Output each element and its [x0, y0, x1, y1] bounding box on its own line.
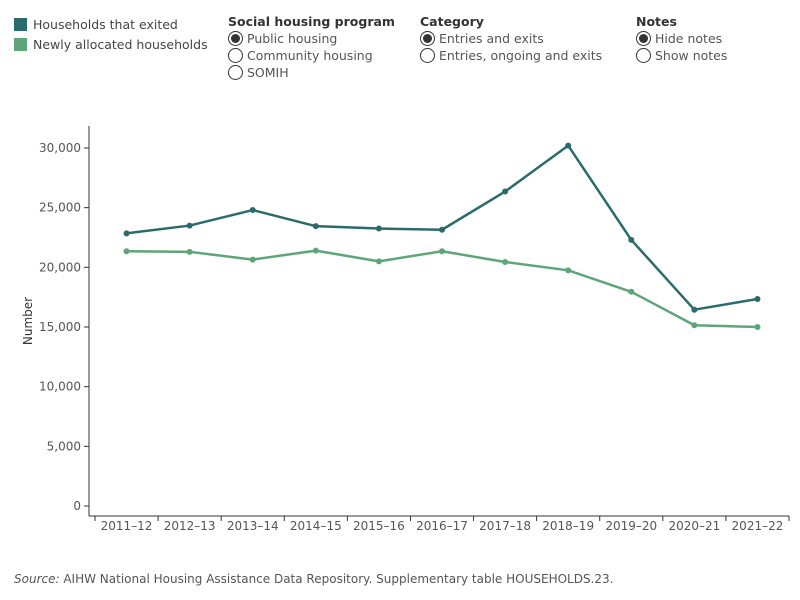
radio-icon[interactable]	[228, 65, 243, 80]
data-point-new	[565, 267, 572, 274]
legend-item-new[interactable]: Newly allocated households	[14, 34, 208, 54]
program-option-public[interactable]: Public housing	[228, 30, 395, 47]
category-filter-title: Category	[420, 14, 484, 29]
x-tick-label: 2011–12	[101, 519, 153, 533]
x-tick-label: 2017–18	[479, 519, 531, 533]
chart-legend: Households that exited Newly allocated h…	[14, 14, 208, 54]
radio-selected-icon[interactable]	[420, 31, 435, 46]
x-tick-label: 2018–19	[542, 519, 594, 533]
data-point-exited	[186, 222, 193, 229]
data-point-exited	[123, 230, 130, 237]
y-tick-label: 25,000	[39, 201, 81, 215]
x-tick-label: 2014–15	[290, 519, 342, 533]
program-filter: Social housing program Public housing Co…	[228, 14, 395, 81]
data-point-exited	[312, 223, 319, 230]
legend-label-new: Newly allocated households	[33, 36, 208, 52]
data-point-new	[186, 248, 193, 255]
source-prefix: Source:	[14, 572, 60, 586]
radio-icon[interactable]	[636, 48, 651, 63]
data-point-new	[691, 322, 698, 329]
data-point-new	[502, 258, 509, 265]
notes-filter-title: Notes	[636, 14, 677, 29]
x-tick-label: 2013–14	[227, 519, 279, 533]
x-tick-label: 2021–22	[732, 519, 784, 533]
y-tick-label: 10,000	[39, 380, 81, 394]
y-tick-label: 0	[73, 499, 81, 513]
notes-option-show[interactable]: Show notes	[636, 47, 727, 64]
program-option-label: SOMIH	[247, 65, 289, 80]
data-point-exited	[249, 207, 256, 214]
data-point-new	[312, 247, 319, 254]
x-tick-label: 2020–21	[668, 519, 720, 533]
radio-icon[interactable]	[420, 48, 435, 63]
data-point-new	[123, 248, 130, 255]
x-tick-label: 2019–20	[605, 519, 657, 533]
category-option-entries-exits[interactable]: Entries and exits	[420, 30, 602, 47]
radio-selected-icon[interactable]	[228, 31, 243, 46]
category-filter: Category Entries and exits Entries, ongo…	[420, 14, 602, 64]
y-tick-label: 30,000	[39, 141, 81, 155]
data-point-new	[754, 324, 761, 330]
data-point-new	[439, 248, 445, 255]
series-line-new	[126, 249, 758, 329]
program-option-community[interactable]: Community housing	[228, 47, 395, 64]
data-point-exited	[691, 306, 698, 313]
category-option-entries-ongoing-exits[interactable]: Entries, ongoing and exits	[420, 47, 602, 64]
y-tick-label: 15,000	[39, 320, 81, 334]
program-option-somih[interactable]: SOMIH	[228, 64, 395, 81]
source-note: Source: AIHW National Housing Assistance…	[14, 572, 614, 586]
data-point-exited	[565, 142, 572, 149]
x-tick-label: 2016–17	[416, 519, 468, 533]
data-point-new	[249, 256, 256, 263]
category-option-label: Entries, ongoing and exits	[439, 48, 603, 63]
y-axis-title: Number	[21, 297, 35, 345]
radio-icon[interactable]	[228, 48, 243, 63]
data-point-new	[375, 258, 382, 265]
notes-option-label: Show notes	[655, 48, 728, 63]
source-text: AIHW National Housing Assistance Data Re…	[59, 572, 614, 586]
legend-label-exited: Households that exited	[33, 16, 178, 32]
x-tick-label: 2012–13	[164, 519, 216, 533]
radio-selected-icon[interactable]	[636, 31, 651, 46]
data-point-exited	[439, 226, 445, 233]
program-option-label: Community housing	[247, 48, 373, 63]
x-tick-label: 2015–16	[353, 519, 405, 533]
y-tick-label: 20,000	[39, 260, 81, 274]
legend-swatch-exited	[14, 17, 27, 31]
category-option-label: Entries and exits	[439, 31, 544, 46]
notes-filter: Notes Hide notes Show notes	[636, 14, 727, 64]
program-option-label: Public housing	[247, 31, 338, 46]
legend-swatch-new	[14, 37, 27, 51]
program-filter-title: Social housing program	[228, 14, 395, 29]
data-point-exited	[754, 295, 761, 302]
data-point-exited	[628, 236, 635, 243]
data-point-exited	[375, 225, 382, 232]
notes-option-label: Hide notes	[655, 31, 723, 46]
legend-item-exited[interactable]: Households that exited	[14, 14, 208, 34]
data-point-new	[628, 288, 635, 295]
y-tick-label: 5,000	[47, 439, 81, 453]
data-point-exited	[502, 188, 509, 195]
notes-option-hide[interactable]: Hide notes	[636, 30, 727, 47]
